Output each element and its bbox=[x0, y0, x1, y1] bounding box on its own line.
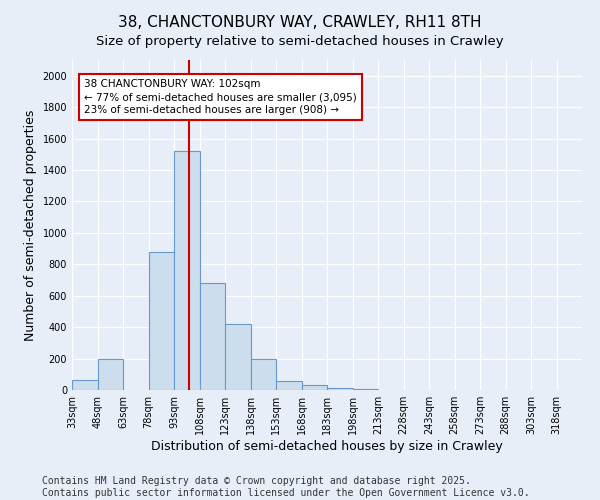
Text: 38, CHANCTONBURY WAY, CRAWLEY, RH11 8TH: 38, CHANCTONBURY WAY, CRAWLEY, RH11 8TH bbox=[118, 15, 482, 30]
Bar bbox=[97, 360, 123, 390]
Bar bbox=[225, 324, 251, 390]
Bar bbox=[353, 389, 378, 390]
Text: 38 CHANCTONBURY WAY: 102sqm
← 77% of semi-detached houses are smaller (3,095)
23: 38 CHANCTONBURY WAY: 102sqm ← 77% of sem… bbox=[84, 79, 356, 116]
Bar bbox=[72, 380, 97, 390]
X-axis label: Distribution of semi-detached houses by size in Crawley: Distribution of semi-detached houses by … bbox=[151, 440, 503, 453]
Bar bbox=[276, 380, 302, 390]
Text: Contains HM Land Registry data © Crown copyright and database right 2025.
Contai: Contains HM Land Registry data © Crown c… bbox=[42, 476, 530, 498]
Bar bbox=[302, 386, 327, 390]
Y-axis label: Number of semi-detached properties: Number of semi-detached properties bbox=[24, 110, 37, 340]
Bar bbox=[174, 151, 200, 390]
Text: Size of property relative to semi-detached houses in Crawley: Size of property relative to semi-detach… bbox=[96, 35, 504, 48]
Bar bbox=[327, 388, 353, 390]
Bar bbox=[149, 252, 174, 390]
Bar bbox=[200, 283, 225, 390]
Bar bbox=[251, 360, 276, 390]
